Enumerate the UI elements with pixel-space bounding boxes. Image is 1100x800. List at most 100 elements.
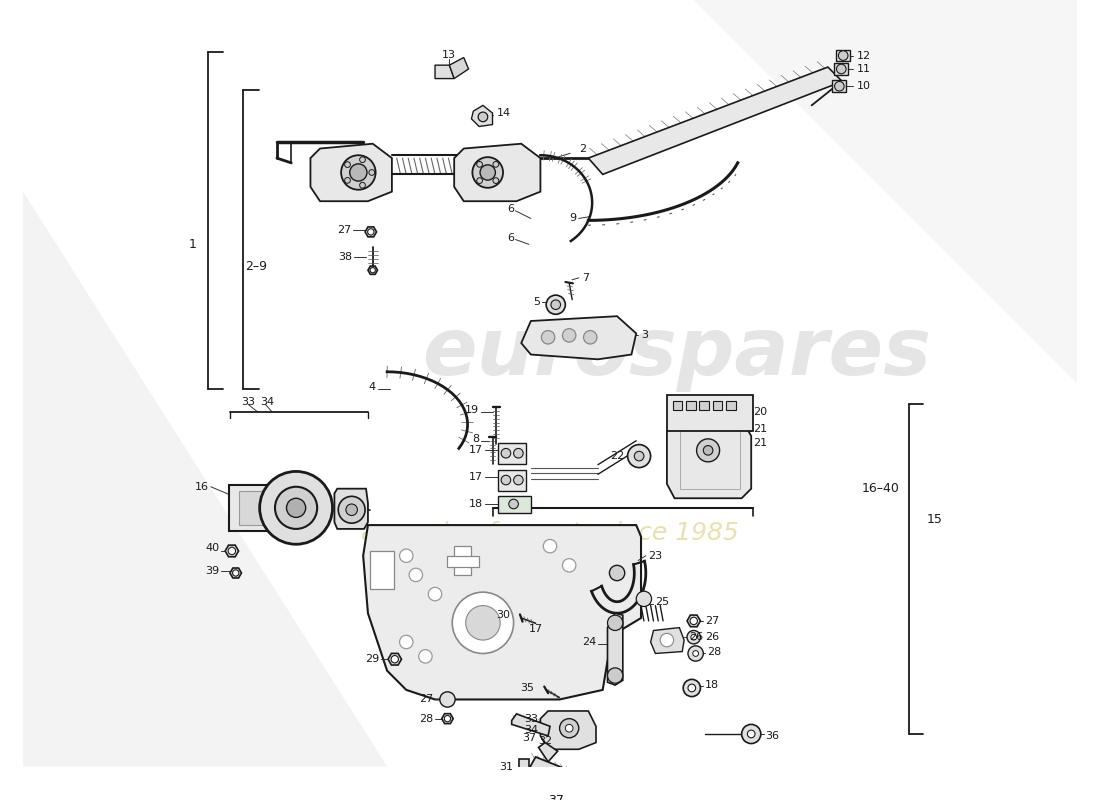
Polygon shape (226, 545, 239, 557)
Text: 15: 15 (926, 513, 943, 526)
Text: 16: 16 (195, 482, 209, 492)
Circle shape (514, 449, 524, 458)
Polygon shape (498, 442, 526, 464)
Circle shape (688, 684, 695, 692)
Bar (667, 394, 754, 431)
Polygon shape (365, 227, 376, 237)
Text: 2–9: 2–9 (245, 260, 267, 273)
Bar (370, 551, 394, 590)
Circle shape (609, 566, 625, 581)
Bar (726, 401, 736, 410)
Circle shape (367, 229, 374, 235)
Circle shape (690, 618, 697, 625)
Text: 21: 21 (754, 438, 768, 448)
Text: 2: 2 (579, 143, 586, 154)
Circle shape (636, 591, 651, 606)
Text: 13: 13 (442, 50, 455, 60)
Circle shape (502, 475, 510, 485)
Text: 38: 38 (339, 252, 353, 262)
Polygon shape (387, 0, 1077, 383)
Circle shape (392, 655, 398, 663)
Polygon shape (540, 711, 596, 750)
Polygon shape (498, 470, 526, 490)
Text: 26: 26 (705, 632, 719, 642)
Polygon shape (498, 496, 531, 513)
Circle shape (583, 330, 597, 344)
Bar (686, 401, 695, 410)
Circle shape (472, 157, 503, 188)
Circle shape (565, 724, 573, 732)
Text: 9: 9 (570, 214, 576, 223)
Circle shape (452, 592, 514, 654)
Circle shape (228, 547, 235, 554)
Circle shape (696, 439, 719, 462)
Text: 5: 5 (534, 297, 540, 307)
Circle shape (428, 587, 442, 601)
Text: 18: 18 (469, 499, 483, 509)
Polygon shape (667, 420, 751, 498)
Polygon shape (334, 489, 367, 529)
Text: 17: 17 (529, 623, 543, 634)
Circle shape (703, 446, 713, 455)
Circle shape (836, 64, 846, 74)
Text: 33: 33 (525, 714, 539, 724)
Text: 4: 4 (368, 382, 375, 392)
Bar (672, 401, 682, 410)
Polygon shape (832, 81, 846, 92)
Circle shape (691, 634, 696, 640)
Bar (680, 426, 739, 489)
Polygon shape (512, 714, 550, 736)
Text: 18: 18 (705, 680, 719, 690)
Circle shape (368, 170, 375, 175)
Circle shape (607, 615, 623, 630)
Circle shape (338, 496, 365, 523)
Circle shape (660, 634, 673, 646)
Text: eurospares: eurospares (422, 314, 931, 392)
Text: 7: 7 (582, 273, 588, 283)
Circle shape (693, 650, 698, 656)
Circle shape (476, 178, 483, 183)
Circle shape (409, 568, 422, 582)
Polygon shape (363, 525, 641, 699)
Text: 30: 30 (496, 610, 509, 620)
Circle shape (370, 267, 375, 273)
Text: 27: 27 (705, 616, 719, 626)
Circle shape (502, 449, 510, 458)
Text: 12: 12 (857, 50, 871, 61)
Text: 28: 28 (419, 714, 433, 724)
Circle shape (835, 82, 844, 91)
Circle shape (344, 162, 351, 167)
Bar (239, 490, 277, 525)
Text: 26: 26 (689, 632, 703, 642)
Text: 40: 40 (206, 543, 219, 553)
Circle shape (260, 471, 332, 544)
Polygon shape (472, 106, 493, 126)
Text: 36: 36 (766, 731, 780, 741)
Circle shape (419, 650, 432, 663)
Text: 27: 27 (338, 225, 352, 235)
Polygon shape (834, 63, 848, 74)
Circle shape (465, 606, 501, 640)
Circle shape (635, 451, 643, 461)
Text: 8: 8 (472, 434, 480, 444)
Text: 29: 29 (365, 654, 380, 664)
Text: 11: 11 (857, 64, 870, 74)
Circle shape (683, 679, 701, 697)
Text: 1: 1 (188, 238, 197, 251)
Circle shape (286, 498, 306, 518)
Circle shape (541, 330, 554, 344)
Text: 20: 20 (754, 407, 768, 417)
Text: 14: 14 (496, 108, 510, 118)
Text: 19: 19 (465, 405, 480, 415)
Polygon shape (519, 759, 529, 786)
Circle shape (838, 50, 848, 60)
Circle shape (688, 646, 703, 661)
Text: 10: 10 (857, 82, 870, 91)
Text: 27: 27 (419, 694, 433, 705)
Bar (700, 401, 710, 410)
Text: 37: 37 (548, 794, 563, 800)
Polygon shape (836, 50, 850, 62)
Text: 37: 37 (521, 733, 536, 743)
Polygon shape (442, 714, 453, 724)
Circle shape (480, 165, 495, 180)
